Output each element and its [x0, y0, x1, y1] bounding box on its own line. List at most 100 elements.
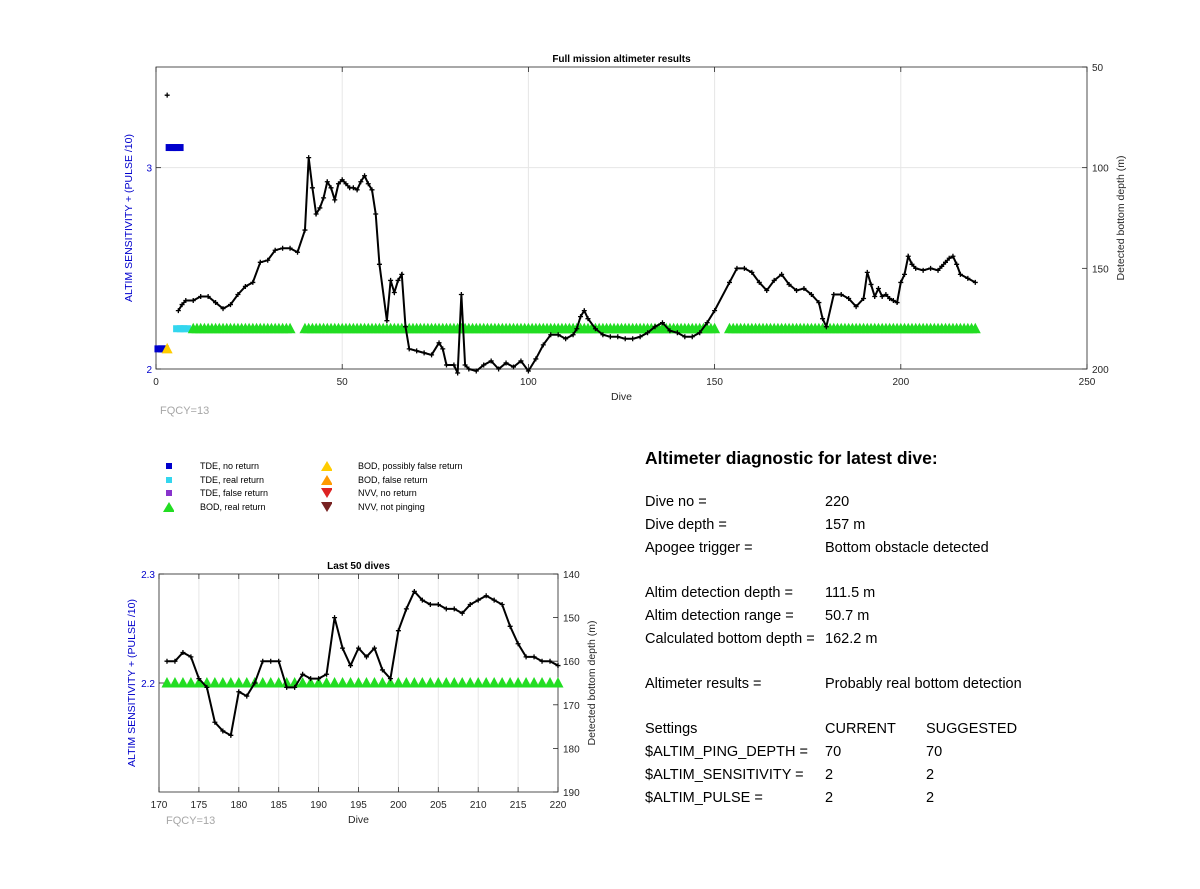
depth-point — [913, 265, 919, 271]
depth-point — [712, 308, 718, 314]
depth-point — [585, 316, 591, 322]
depth-point — [581, 308, 587, 314]
x-tick-label: 100 — [520, 377, 537, 388]
data-point — [368, 677, 380, 688]
depth-point — [615, 334, 621, 340]
data-point — [337, 677, 349, 688]
depth-point — [384, 318, 390, 324]
depth-point — [957, 271, 963, 277]
y-tick-label: 2.3 — [141, 570, 155, 581]
data-point — [158, 345, 169, 353]
depth-point — [879, 294, 885, 300]
depth-point — [920, 267, 926, 273]
depth-point — [972, 279, 978, 285]
depth-point — [823, 324, 829, 330]
depth-point — [268, 658, 274, 664]
depth-point — [607, 334, 613, 340]
depth-point — [525, 368, 531, 374]
data-point — [496, 677, 508, 688]
depth-point — [531, 654, 537, 660]
depth-point — [316, 676, 322, 682]
depth-point — [622, 336, 628, 342]
y2-tick-label: 190 — [563, 788, 580, 799]
depth-point — [779, 271, 785, 277]
depth-point — [324, 671, 330, 677]
legend-label: NVV, not pinging — [358, 501, 425, 512]
data-point — [384, 677, 396, 688]
depth-point — [555, 332, 561, 338]
depth-point — [284, 684, 290, 690]
depth-point — [905, 253, 911, 259]
depth-point — [473, 368, 479, 374]
depth-point — [306, 155, 312, 161]
depth-point — [212, 719, 218, 725]
data-point — [305, 677, 317, 688]
depth-point — [164, 658, 170, 664]
depth-point — [419, 597, 425, 603]
depth-point — [548, 332, 554, 338]
depth-point — [667, 328, 673, 334]
depth-point — [260, 658, 266, 664]
depth-point — [483, 593, 489, 599]
suggested-header: SUGGESTED — [926, 721, 1018, 737]
y2-tick-label: 160 — [563, 657, 580, 668]
legend-marker — [321, 488, 332, 498]
setting-current: 2 — [825, 790, 834, 806]
detection-depth-label: Altim detection depth = — [645, 585, 793, 601]
calc-depth-label: Calculated bottom depth = — [645, 631, 815, 647]
depth-point — [363, 654, 369, 660]
depth-point — [328, 185, 334, 191]
y2-tick-label: 170 — [563, 701, 580, 712]
data-point — [329, 677, 341, 688]
data-point — [225, 677, 237, 688]
depth-point — [451, 362, 457, 368]
depth-point — [358, 179, 364, 185]
y2-axis-label: Detected bottom depth (m) — [586, 621, 598, 746]
detection-depth-row: Altim detection depth = 111.5 m — [645, 582, 1145, 605]
settings-header-row: Settings CURRENT SUGGESTED — [645, 718, 1145, 741]
x-tick-label: 180 — [230, 800, 247, 811]
depth-point — [786, 281, 792, 287]
depth-point — [205, 294, 211, 300]
x-tick-label: 190 — [310, 800, 327, 811]
depth-point — [801, 285, 807, 291]
data-point — [241, 677, 253, 688]
diagnostic-panel: Altimeter diagnostic for latest dive: Di… — [645, 448, 1145, 810]
legend-marker — [166, 490, 172, 496]
data-point — [360, 677, 372, 688]
depth-point — [697, 330, 703, 336]
depth-point — [475, 597, 481, 603]
depth-point — [164, 92, 170, 98]
detection-range-value: 50.7 m — [825, 608, 870, 624]
data-point — [209, 677, 221, 688]
dive-depth-label: Dive depth = — [645, 517, 727, 533]
depth-point — [429, 352, 435, 358]
data-point — [284, 322, 296, 334]
x-axis-label: Dive — [348, 814, 369, 826]
data-point — [424, 677, 436, 688]
x-tick-label: 50 — [337, 377, 349, 388]
data-point — [432, 677, 444, 688]
depth-point — [354, 187, 360, 193]
depth-point — [592, 326, 598, 332]
depth-point — [831, 292, 837, 298]
depth-point — [388, 277, 394, 283]
y2-tick-label: 50 — [1092, 63, 1104, 74]
depth-point — [539, 658, 545, 664]
bottom-depth-line — [166, 589, 559, 737]
depth-point — [704, 320, 710, 326]
legend-label: TDE, real return — [200, 474, 265, 485]
depth-point — [928, 265, 934, 271]
depth-point — [391, 289, 397, 295]
y2-tick-label: 150 — [1092, 264, 1109, 275]
depth-point — [180, 649, 186, 655]
x-axis-label: Dive — [611, 391, 632, 403]
depth-point — [659, 320, 665, 326]
depth-point — [902, 271, 908, 277]
depth-point — [481, 362, 487, 368]
depth-point — [376, 261, 382, 267]
depth-point — [503, 360, 509, 366]
dive-depth-row: Dive depth = 157 m — [645, 514, 1145, 537]
